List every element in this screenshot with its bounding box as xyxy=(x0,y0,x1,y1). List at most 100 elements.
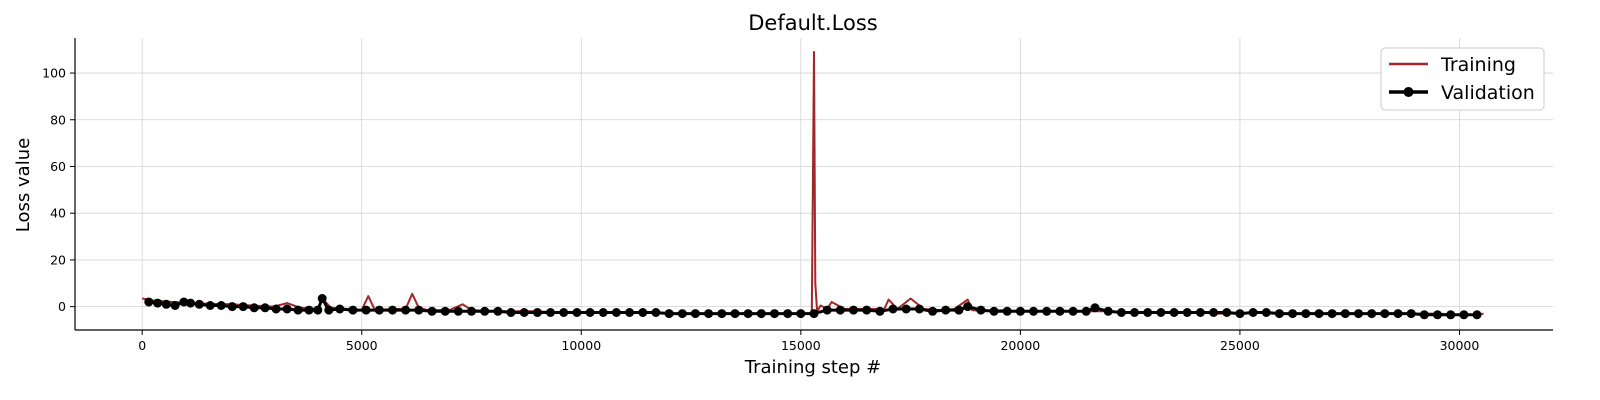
validation-point xyxy=(835,305,845,315)
validation-point xyxy=(1301,309,1311,319)
validation-point xyxy=(1182,308,1192,317)
validation-point xyxy=(260,303,270,313)
validation-point xyxy=(186,298,195,308)
validation-point xyxy=(1367,309,1377,319)
validation-point xyxy=(1103,306,1113,316)
validation-point xyxy=(519,308,529,317)
validation-point xyxy=(1068,306,1078,316)
validation-point xyxy=(664,309,674,319)
validation-point xyxy=(414,305,424,315)
validation-point xyxy=(963,302,973,312)
axes xyxy=(74,38,1553,331)
x-tick-label: 15000 xyxy=(781,338,821,353)
validation-point xyxy=(770,309,779,319)
x-tick-label: 10000 xyxy=(561,338,601,353)
validation-point xyxy=(875,306,885,316)
validation-point xyxy=(1042,306,1052,316)
validation-point xyxy=(161,299,171,309)
validation-point xyxy=(941,305,951,315)
validation-point xyxy=(1015,306,1025,316)
validation-point xyxy=(743,309,753,319)
validation-point xyxy=(271,304,281,314)
legend-validation-marker xyxy=(1403,87,1414,97)
validation-point xyxy=(335,304,345,314)
validation-point xyxy=(1195,308,1205,317)
y-tick-label: 20 xyxy=(50,252,66,267)
validation-point xyxy=(1116,308,1126,317)
validation-point xyxy=(388,305,397,315)
validation-point xyxy=(717,309,727,319)
validation-point xyxy=(506,308,516,317)
y-tick-label: 0 xyxy=(58,299,66,314)
y-tick-label: 80 xyxy=(50,112,66,127)
validation-point xyxy=(317,294,327,303)
validation-point xyxy=(348,305,358,315)
validation-point xyxy=(1156,308,1166,317)
validation-point xyxy=(559,308,569,317)
validation-point xyxy=(1090,303,1100,313)
validation-point xyxy=(1288,309,1298,319)
validation-point xyxy=(467,306,476,316)
validation-point xyxy=(1055,306,1065,316)
validation-point xyxy=(546,308,555,317)
validation-point xyxy=(989,306,999,316)
validation-point xyxy=(1472,310,1482,320)
validation-point xyxy=(401,305,411,315)
validation-point xyxy=(1380,309,1390,319)
validation-point xyxy=(1419,310,1429,320)
validation-point xyxy=(205,301,215,310)
validation-point xyxy=(532,308,542,317)
validation-point xyxy=(1130,308,1139,317)
validation-point xyxy=(704,309,714,319)
validation-point xyxy=(1406,309,1416,319)
validation-point xyxy=(1235,309,1245,319)
validation-point xyxy=(1143,308,1153,317)
validation-point xyxy=(1459,310,1469,320)
validation-point xyxy=(1222,308,1232,317)
validation-point xyxy=(585,308,595,317)
validation-point xyxy=(730,309,740,319)
validation-point xyxy=(976,305,986,315)
validation-point xyxy=(304,305,314,315)
validation-point xyxy=(638,308,648,317)
validation-point xyxy=(1340,309,1350,319)
y-tick-label: 60 xyxy=(50,159,66,174)
validation-point xyxy=(809,309,819,319)
validation-point xyxy=(1029,306,1038,316)
y-axis-title: Loss value xyxy=(13,138,34,232)
legend: Training Validation xyxy=(1380,47,1545,111)
validation-point xyxy=(194,299,204,309)
validation-point xyxy=(1209,308,1219,317)
validation-point xyxy=(1274,309,1284,319)
validation-point xyxy=(1248,308,1258,317)
validation-point xyxy=(324,305,334,315)
validation-point xyxy=(677,309,687,319)
x-tick-label: 0 xyxy=(138,338,146,353)
chart-title: Default.Loss xyxy=(748,11,877,35)
validation-point xyxy=(440,306,450,316)
x-axis-title: Training step # xyxy=(744,357,882,378)
validation-point xyxy=(611,308,621,317)
validation-point xyxy=(1446,310,1456,320)
validation-point xyxy=(216,301,226,310)
validation-point xyxy=(1169,308,1179,317)
validation-point xyxy=(928,306,938,316)
validation-point xyxy=(480,306,490,316)
validation-point xyxy=(901,304,911,314)
validation-point xyxy=(756,309,766,319)
validation-point xyxy=(914,304,924,314)
validation-point xyxy=(651,308,661,317)
validation-point xyxy=(598,308,608,317)
validation-point xyxy=(796,309,806,319)
validation-point xyxy=(293,305,303,315)
x-tick-label: 20000 xyxy=(1000,338,1040,353)
validation-point xyxy=(227,302,237,312)
validation-point xyxy=(862,305,872,315)
validation-point xyxy=(170,301,180,310)
validation-point xyxy=(1327,309,1337,319)
legend-validation-label: Validation xyxy=(1441,82,1535,104)
legend-training-label: Training xyxy=(1440,54,1516,76)
validation-point xyxy=(783,309,793,319)
